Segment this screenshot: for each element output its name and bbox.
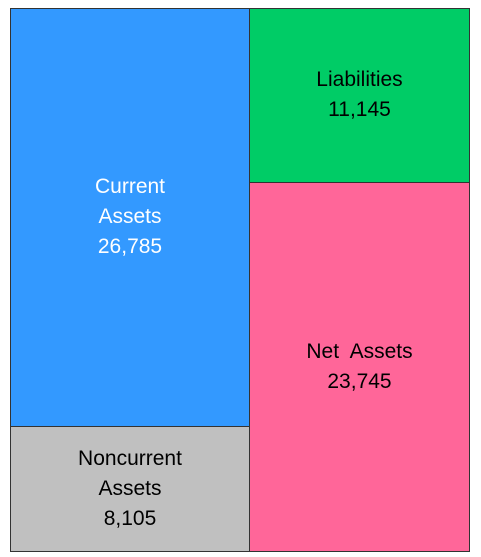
value-label: 23,745 bbox=[327, 369, 392, 393]
category-label: Current Assets bbox=[94, 175, 170, 229]
cell-label: Net Assets 23,745 bbox=[260, 337, 460, 397]
category-label: Liabilities bbox=[316, 68, 403, 92]
value-label: 11,145 bbox=[328, 98, 391, 122]
cell: Current Assets 26,785 bbox=[10, 8, 250, 427]
cell-label: Liabilities 11,145 bbox=[260, 65, 460, 125]
category-label: Net Assets bbox=[306, 339, 413, 363]
cell-label: Current Assets 26,785 bbox=[70, 172, 190, 262]
cell: Liabilities 11,145 bbox=[249, 8, 470, 183]
value-label: 26,785 bbox=[97, 235, 163, 259]
cell: Net Assets 23,745 bbox=[249, 181, 470, 552]
value-label: 8,105 bbox=[103, 506, 157, 530]
category-label: Noncurrent Assets bbox=[78, 446, 187, 500]
cell: Noncurrent Assets 8,105 bbox=[10, 425, 250, 552]
cell-label: Noncurrent Assets 8,105 bbox=[70, 444, 190, 534]
